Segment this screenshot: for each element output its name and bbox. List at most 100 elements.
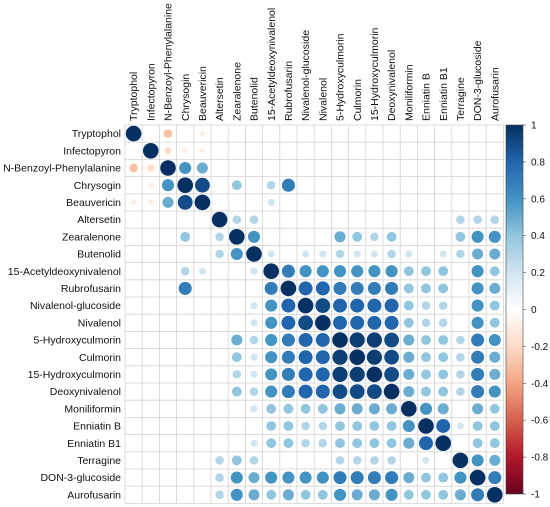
correlation-circle [298, 281, 313, 296]
correlation-circle [249, 387, 259, 396]
correlation-circle [488, 230, 501, 243]
colorbar-tick-label: 0.6 [531, 194, 545, 205]
correlation-circle [161, 179, 175, 192]
correlation-circle [215, 232, 224, 242]
correlation-circle [489, 266, 500, 277]
column-label: 15-Hydroxyculmorin [369, 27, 381, 121]
correlation-circle [471, 282, 484, 295]
correlation-circle [301, 421, 310, 431]
row-label: Nivalenol [78, 317, 121, 329]
correlation-circle [489, 438, 500, 449]
correlation-circle [367, 471, 381, 485]
column-label: DON-3-glucoside [472, 40, 484, 121]
correlation-circle [143, 143, 159, 159]
correlation-circle [384, 349, 399, 365]
correlation-circle [383, 383, 400, 400]
correlation-circle [384, 332, 399, 348]
correlation-circle [281, 178, 295, 192]
correlation-circle [334, 403, 346, 415]
correlation-circle [489, 317, 500, 328]
correlation-circle [180, 231, 191, 242]
correlation-circle [349, 384, 365, 399]
correlation-circle [452, 452, 469, 469]
row-label: Terragine [77, 455, 121, 467]
correlation-circle [267, 198, 275, 206]
correlation-circle [316, 265, 329, 278]
correlation-circle [265, 333, 278, 347]
correlation-circle [438, 472, 449, 483]
correlation-circle [488, 333, 501, 347]
correlation-circle [419, 402, 433, 415]
row-label: Aurofusarin [67, 489, 121, 501]
correlation-circle [231, 455, 242, 466]
correlation-circle [471, 265, 484, 278]
correlation-circle [438, 301, 448, 310]
correlation-circle [333, 471, 347, 485]
correlation-circle [265, 316, 278, 329]
correlation-circle [403, 351, 415, 363]
correlation-circle [352, 421, 363, 431]
correlation-circle [230, 471, 243, 484]
correlation-circle [421, 386, 431, 397]
correlation-circle [387, 456, 396, 465]
correlation-circle [386, 403, 398, 415]
correlation-circle [318, 438, 328, 448]
column-label: Aurofusarin [489, 67, 501, 121]
correlation-circle [422, 456, 430, 464]
correlation-circle [281, 350, 295, 364]
correlation-circle [472, 438, 483, 449]
colorbar-tick-label: -0.8 [531, 453, 549, 464]
correlation-circle [266, 438, 277, 449]
correlation-circle [471, 367, 485, 381]
correlation-circle [352, 456, 362, 465]
row-label: Moniliformin [64, 403, 121, 415]
correlation-circle [198, 267, 206, 275]
correlation-circle [366, 332, 382, 348]
correlation-circle [403, 437, 415, 449]
correlation-circle [211, 211, 228, 228]
correlation-circle [489, 351, 501, 363]
correlation-circle [300, 489, 311, 500]
row-label: 15-Hydroxyculmorin [28, 369, 122, 381]
correlation-circle [248, 489, 260, 501]
row-label: Enniatin B1 [67, 438, 121, 450]
correlation-circle [387, 249, 396, 259]
correlation-circle [403, 489, 414, 500]
correlation-circle [490, 215, 500, 224]
correlation-circle [403, 386, 415, 398]
correlation-circle [250, 370, 258, 378]
correlation-circle [367, 298, 382, 313]
row-label: Nivalenol-glucoside [30, 300, 121, 312]
correlation-circle [246, 246, 262, 262]
correlation-circle [370, 232, 379, 242]
correlation-circle [319, 250, 327, 258]
correlation-circle [471, 316, 484, 329]
grid [124, 124, 504, 504]
correlation-circle [418, 418, 434, 434]
correlation-circle [403, 266, 414, 277]
correlation-circle [438, 369, 449, 380]
correlation-circle [385, 281, 399, 295]
column-label: Enniatin B [421, 73, 433, 121]
column-label: Nivalenol-glucoside [300, 30, 312, 121]
colorbar-tick-label: -0.4 [531, 379, 549, 390]
correlation-circle [266, 180, 276, 190]
correlation-circle [438, 335, 449, 345]
correlation-circle [332, 366, 348, 382]
correlation-circle [281, 333, 295, 347]
correlation-circle [352, 438, 363, 449]
correlation-circle [438, 318, 448, 328]
correlation-circle [489, 248, 501, 260]
correlation-circle [401, 401, 417, 417]
correlation-circle [438, 489, 449, 500]
correlation-circle [231, 180, 242, 191]
correlation-circle [230, 488, 243, 501]
correlation-circle [368, 489, 380, 501]
row-label: Butenolid [77, 249, 121, 261]
correlation-circle [315, 367, 330, 382]
correlation-circle [301, 438, 310, 448]
correlation-circle [350, 281, 364, 295]
correlation-circle [163, 129, 173, 138]
correlation-circle [421, 352, 431, 363]
correlation-circle [195, 177, 210, 193]
